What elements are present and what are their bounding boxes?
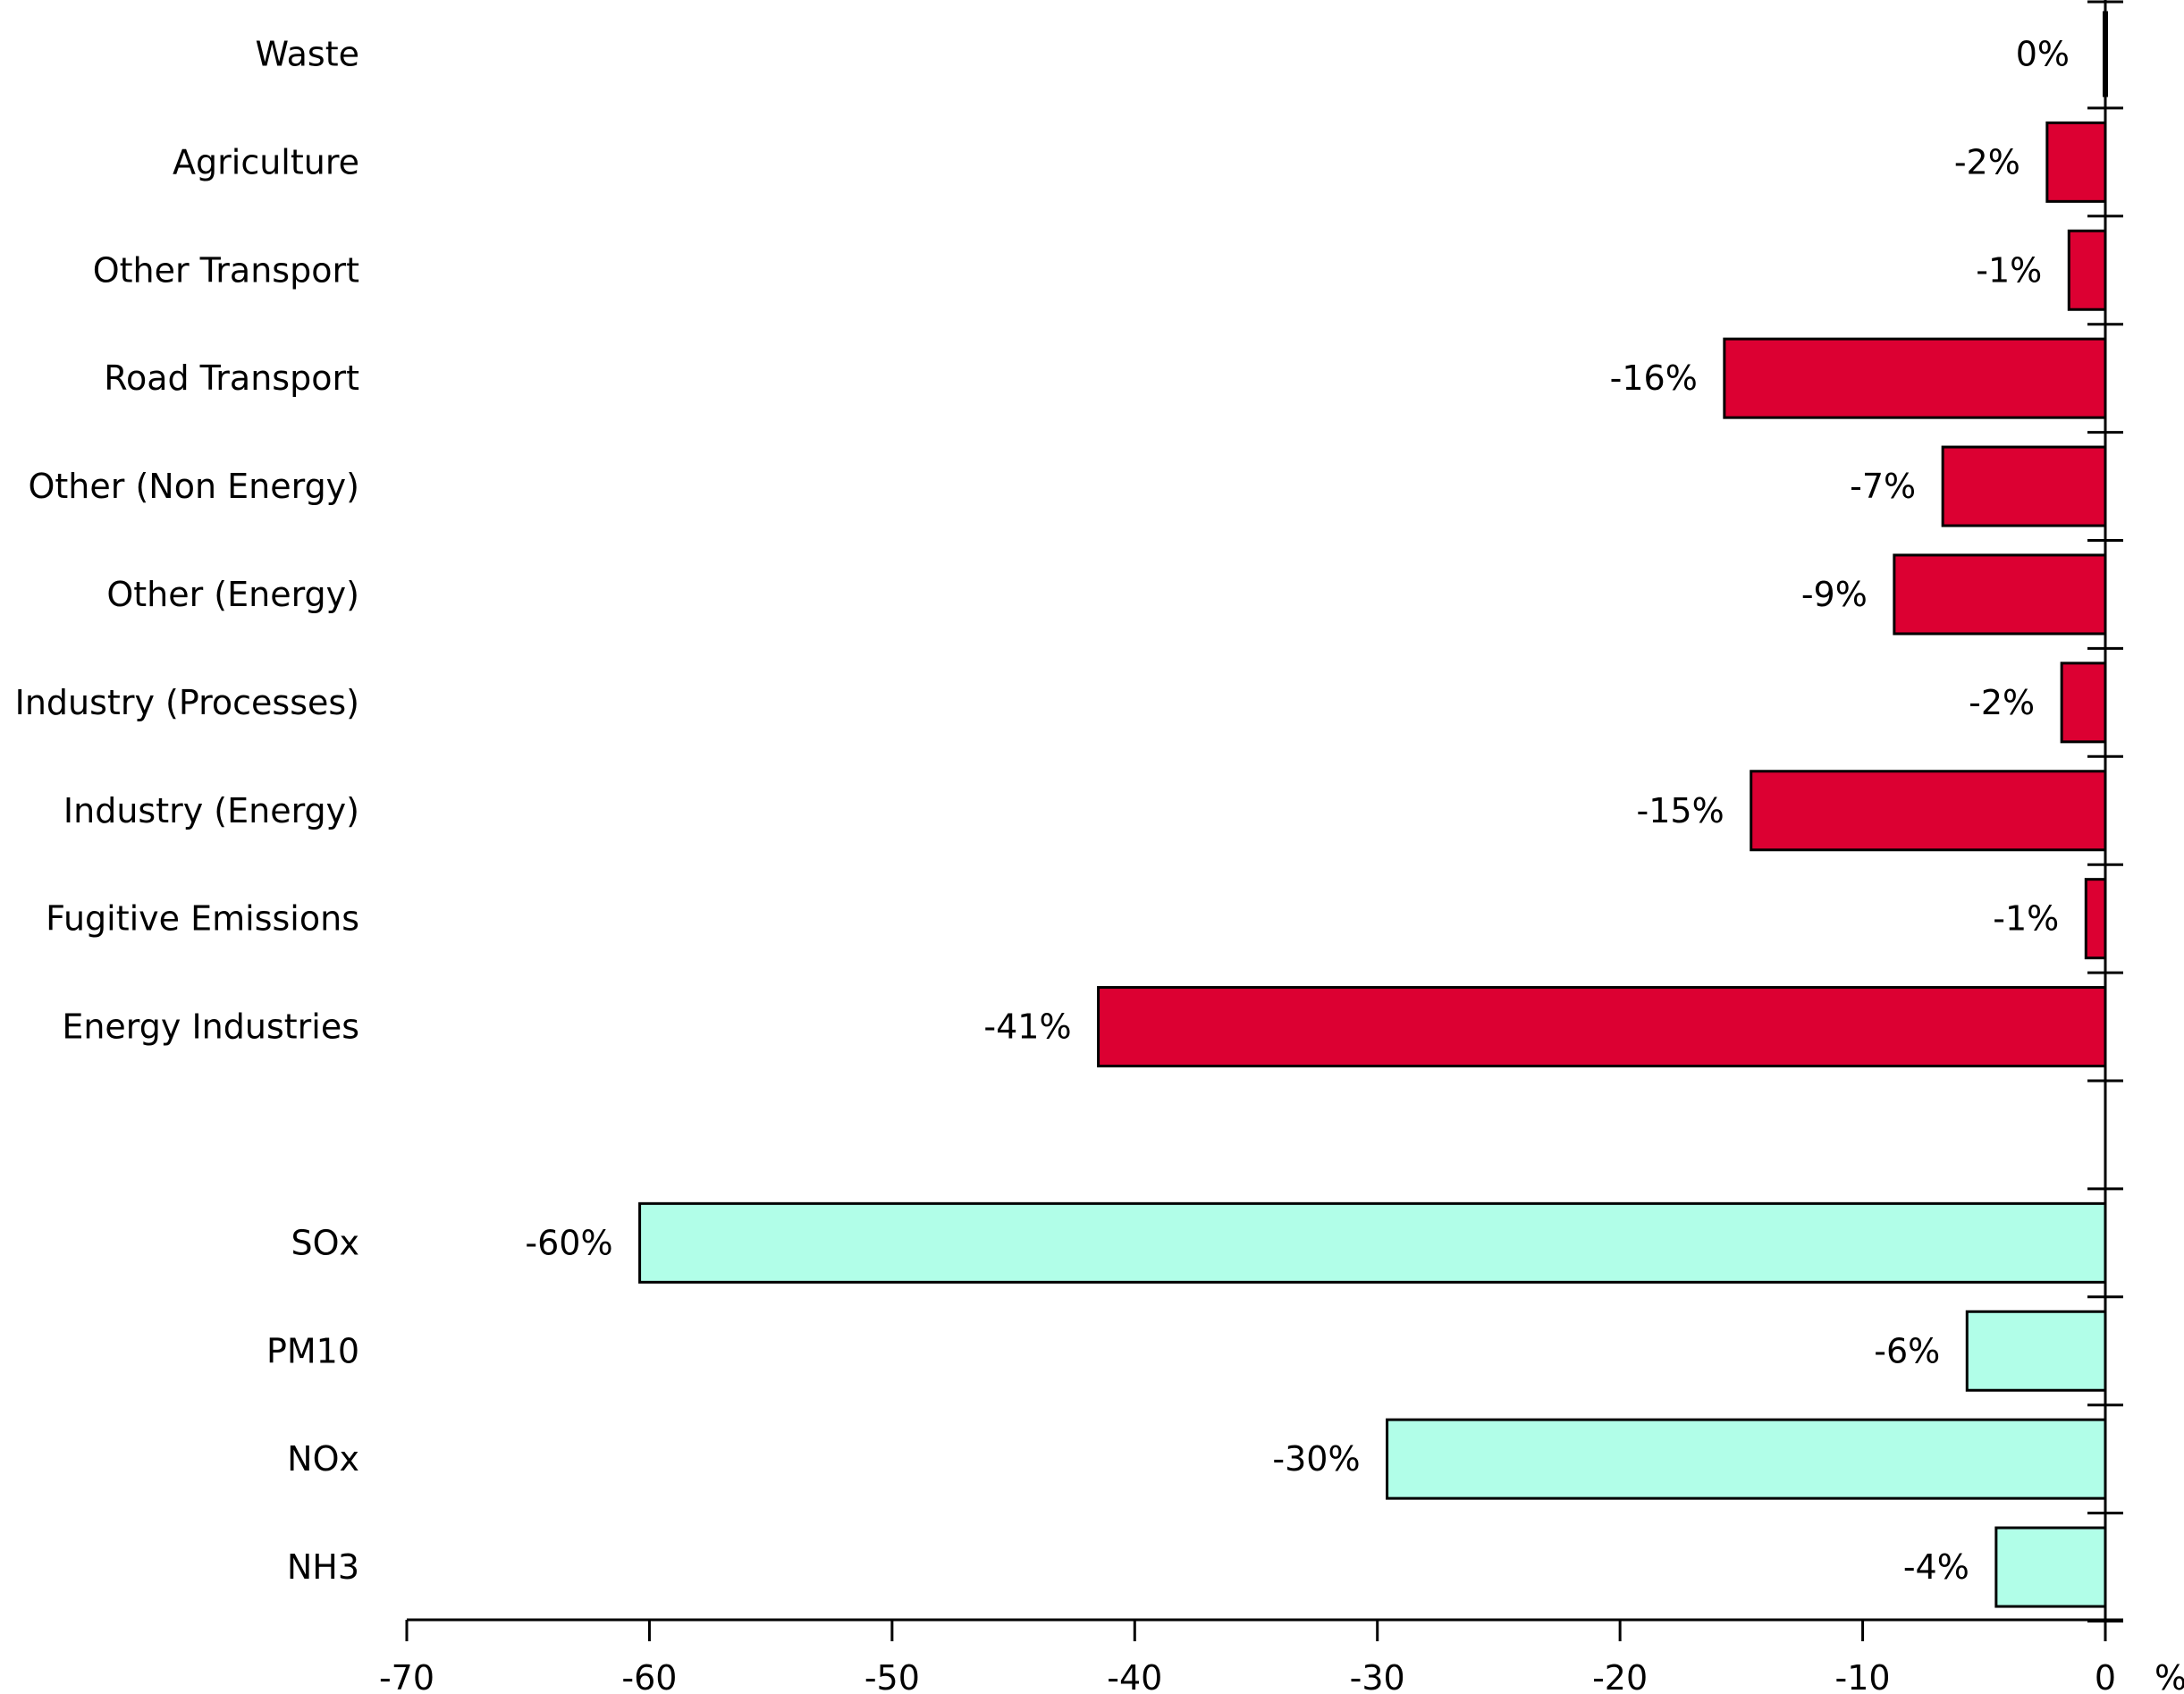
category-label: Fugitive Emissions (46, 899, 359, 939)
bar (1941, 445, 2107, 527)
x-tick-label: -30 (1350, 1658, 1405, 1694)
bar (2060, 662, 2107, 744)
category-label: Waste (255, 34, 359, 73)
bar (1386, 1418, 2107, 1500)
x-axis-unit-label: % (2154, 1658, 2184, 1694)
category-label: Other Transport (93, 250, 359, 290)
x-tick-label: -40 (1107, 1658, 1162, 1694)
bar (2045, 121, 2107, 203)
value-label: -4% (1903, 1547, 1969, 1587)
value-label: -2% (1969, 683, 2035, 722)
category-label: Energy Industries (62, 1007, 359, 1047)
category-label: Industry (Processes) (15, 683, 359, 722)
category-label: Agriculture (173, 142, 359, 181)
value-label: -2% (1954, 142, 2020, 181)
category-label: SOx (291, 1223, 359, 1262)
value-label: -16% (1610, 358, 1698, 398)
value-label: -30% (1272, 1439, 1360, 1479)
bar (1723, 337, 2107, 419)
x-tick-label: -20 (1592, 1658, 1648, 1694)
x-tick-label: -50 (864, 1658, 920, 1694)
labels-layer: Waste 0% Agriculture -2% Other Transport -1% R… (15, 34, 2184, 1694)
bar (1965, 1310, 2107, 1392)
category-label: Other (Energy) (106, 575, 359, 614)
value-label: -6% (1874, 1331, 1940, 1370)
value-label: -9% (1801, 575, 1868, 614)
x-tick-label: 0 (2095, 1658, 2116, 1694)
value-label: -15% (1637, 791, 1724, 830)
value-label: -1% (1976, 250, 2042, 290)
bar (638, 1201, 2107, 1284)
value-label: 0% (2016, 34, 2070, 73)
bar (1750, 770, 2107, 852)
category-label: Road Transport (104, 358, 359, 398)
x-tick-label: -70 (379, 1658, 434, 1694)
x-tick-label: -10 (1835, 1658, 1891, 1694)
bar (2084, 878, 2107, 960)
value-label: -7% (1850, 467, 1916, 506)
x-tick-label: -60 (621, 1658, 677, 1694)
bar (1994, 1526, 2107, 1608)
bar (1097, 986, 2107, 1068)
category-label: NH3 (287, 1547, 359, 1587)
value-label: -41% (983, 1007, 1071, 1047)
bar (1893, 553, 2107, 636)
bar (2067, 229, 2107, 311)
category-label: NOx (287, 1439, 359, 1479)
category-label: Other (Non Energy) (29, 467, 360, 506)
value-label: -60% (525, 1223, 612, 1262)
value-label: -1% (1993, 899, 2059, 939)
category-label: PM10 (266, 1331, 359, 1370)
category-label: Industry (Energy) (63, 791, 359, 830)
axis-layer (405, 0, 2123, 1641)
